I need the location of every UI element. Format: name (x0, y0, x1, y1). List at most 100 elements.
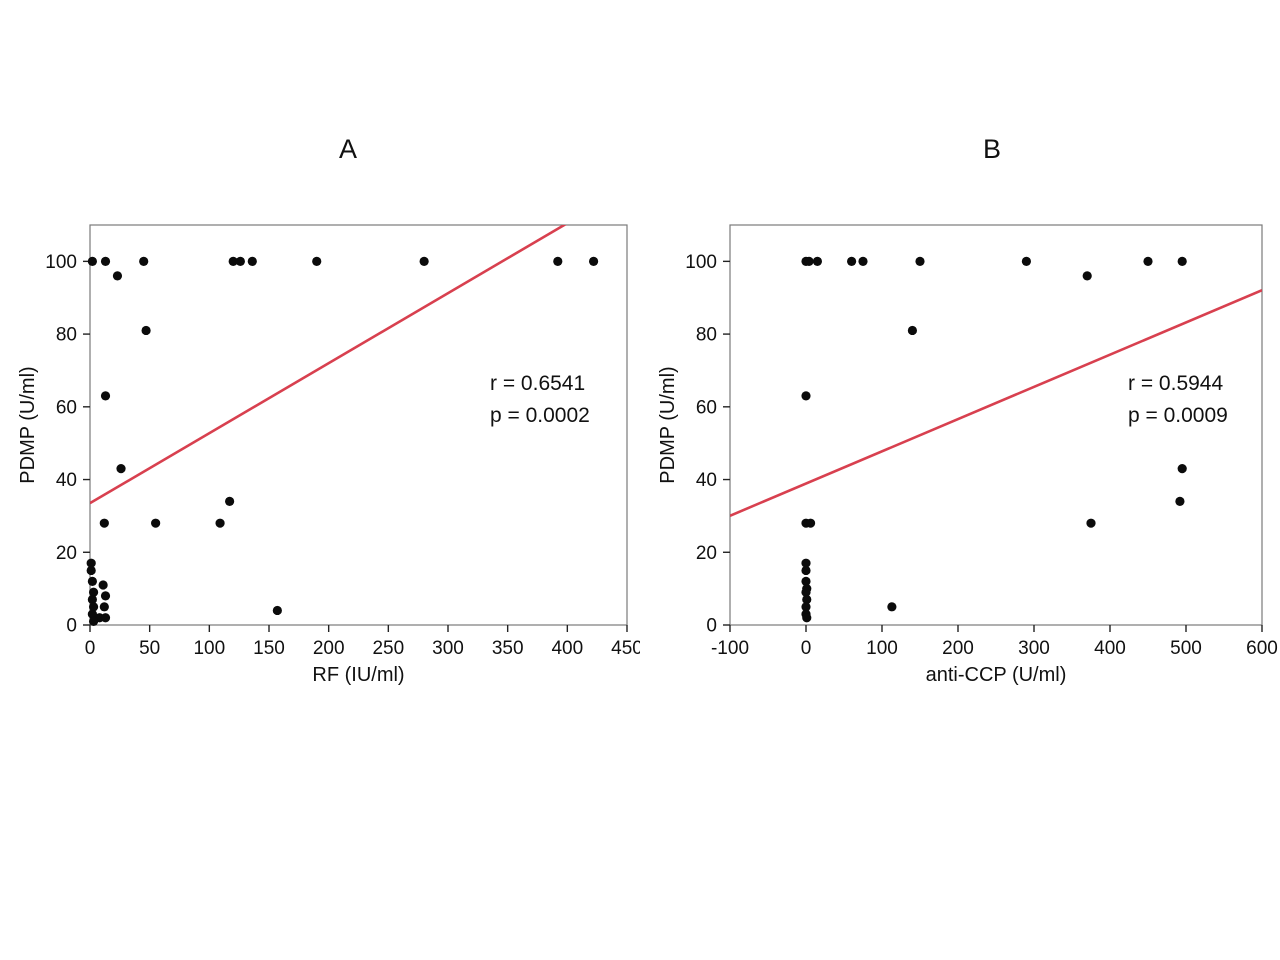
x-tick-label: 300 (432, 638, 464, 659)
x-tick-label: 350 (492, 638, 524, 659)
data-point (112, 271, 123, 281)
data-point (87, 576, 97, 586)
plot-frame (729, 224, 1263, 626)
data-point (847, 256, 857, 266)
data-point (801, 576, 811, 586)
x-tick-label: 100 (866, 638, 898, 659)
x-tick-label: 200 (942, 638, 974, 659)
y-tick-label: 60 (56, 397, 77, 418)
y-tick-label: 20 (696, 543, 717, 564)
x-tick-label: 50 (139, 638, 160, 659)
x-tick-label: 0 (85, 638, 96, 659)
data-point (98, 580, 108, 590)
data-point (858, 256, 868, 266)
y-axis-title: PDMP (U/ml) (17, 366, 39, 483)
data-point (802, 594, 812, 605)
regression-line (90, 225, 567, 505)
correlation-r-label: r = 0.6541 (490, 372, 585, 395)
data-point (86, 558, 96, 568)
data-point (151, 518, 161, 528)
correlation-p-label: p = 0.0002 (490, 404, 590, 427)
data-point (801, 602, 811, 612)
data-point (87, 594, 97, 605)
y-tick-label: 0 (66, 616, 77, 637)
data-point (99, 518, 109, 528)
correlation-p-label: p = 0.0009 (1128, 404, 1228, 427)
data-point (802, 613, 812, 623)
data-point (86, 565, 96, 576)
panel-label: A (339, 134, 357, 164)
data-point (87, 256, 97, 266)
x-tick-label: 0 (801, 638, 812, 659)
data-point (419, 256, 429, 266)
data-point (99, 602, 109, 612)
x-tick-label: 400 (551, 638, 583, 659)
x-tick-label: 250 (372, 638, 404, 659)
data-point (588, 256, 599, 266)
data-point (907, 325, 917, 336)
x-tick-label: 300 (1018, 638, 1050, 659)
data-point (235, 256, 245, 266)
y-tick-label: 80 (696, 325, 717, 346)
x-axis-title: RF (IU/ml) (312, 664, 404, 686)
scatter-plot-anticcp-vs-pdmp: B-100 0 100 200 300 400 500 600020406080100anti… (657, 134, 1278, 686)
data-point (804, 256, 814, 266)
panel-label: B (983, 134, 1001, 164)
data-point (141, 325, 151, 336)
x-tick-label: 600 (1246, 638, 1278, 659)
data-point (812, 256, 822, 266)
y-tick-label: 100 (685, 252, 717, 273)
plot-frame (89, 224, 628, 626)
data-point (88, 616, 99, 626)
data-point (100, 613, 111, 623)
y-tick-label: 40 (56, 470, 77, 491)
data-point (272, 605, 282, 616)
data-point (1082, 271, 1092, 281)
data-point (553, 256, 563, 266)
data-point (1021, 256, 1031, 266)
x-tick-label: 450 (611, 638, 640, 659)
data-point (139, 256, 149, 266)
data-point (801, 391, 811, 401)
y-tick-label: 100 (45, 252, 77, 273)
data-point (228, 256, 238, 266)
data-point (915, 256, 925, 266)
data-point (247, 256, 257, 266)
y-tick-label: 60 (696, 397, 717, 418)
data-point (801, 565, 811, 576)
data-point (1086, 518, 1096, 528)
y-tick-label: 20 (56, 543, 77, 564)
data-point (215, 518, 225, 528)
correlation-r-label: r = 0.5944 (1128, 372, 1223, 395)
data-point (887, 602, 897, 612)
data-point (100, 256, 111, 266)
data-point (312, 256, 322, 266)
data-point (100, 391, 111, 401)
data-point (88, 587, 99, 597)
x-tick-label: 200 (313, 638, 345, 659)
regression-line (730, 289, 1262, 517)
data-point (225, 496, 235, 506)
data-point (88, 602, 99, 612)
x-tick-label: 150 (253, 638, 285, 659)
y-tick-label: 80 (56, 325, 77, 346)
data-point (1177, 256, 1187, 266)
x-tick-label: 100 (193, 638, 225, 659)
y-axis-title: PDMP (U/ml) (657, 366, 679, 483)
x-tick-label: -100 (711, 638, 749, 659)
y-tick-label: 0 (706, 616, 717, 637)
scatter-plot-rf-vs-pdmp: A 0 50 100 150 200 250 300 350 400 450 0 20 40 60 80 100… (17, 134, 640, 686)
data-point (1175, 496, 1185, 506)
x-axis-title: anti-CCP (U/ml) (926, 664, 1067, 686)
x-tick-label: 500 (1170, 638, 1202, 659)
data-point (1143, 256, 1153, 266)
y-tick-label: 40 (696, 470, 717, 491)
data-point (801, 558, 811, 568)
data-point (801, 587, 811, 597)
data-point (805, 518, 816, 528)
x-tick-label: 400 (1094, 638, 1126, 659)
data-point (87, 609, 97, 619)
data-point (116, 464, 126, 474)
data-point (100, 591, 111, 601)
